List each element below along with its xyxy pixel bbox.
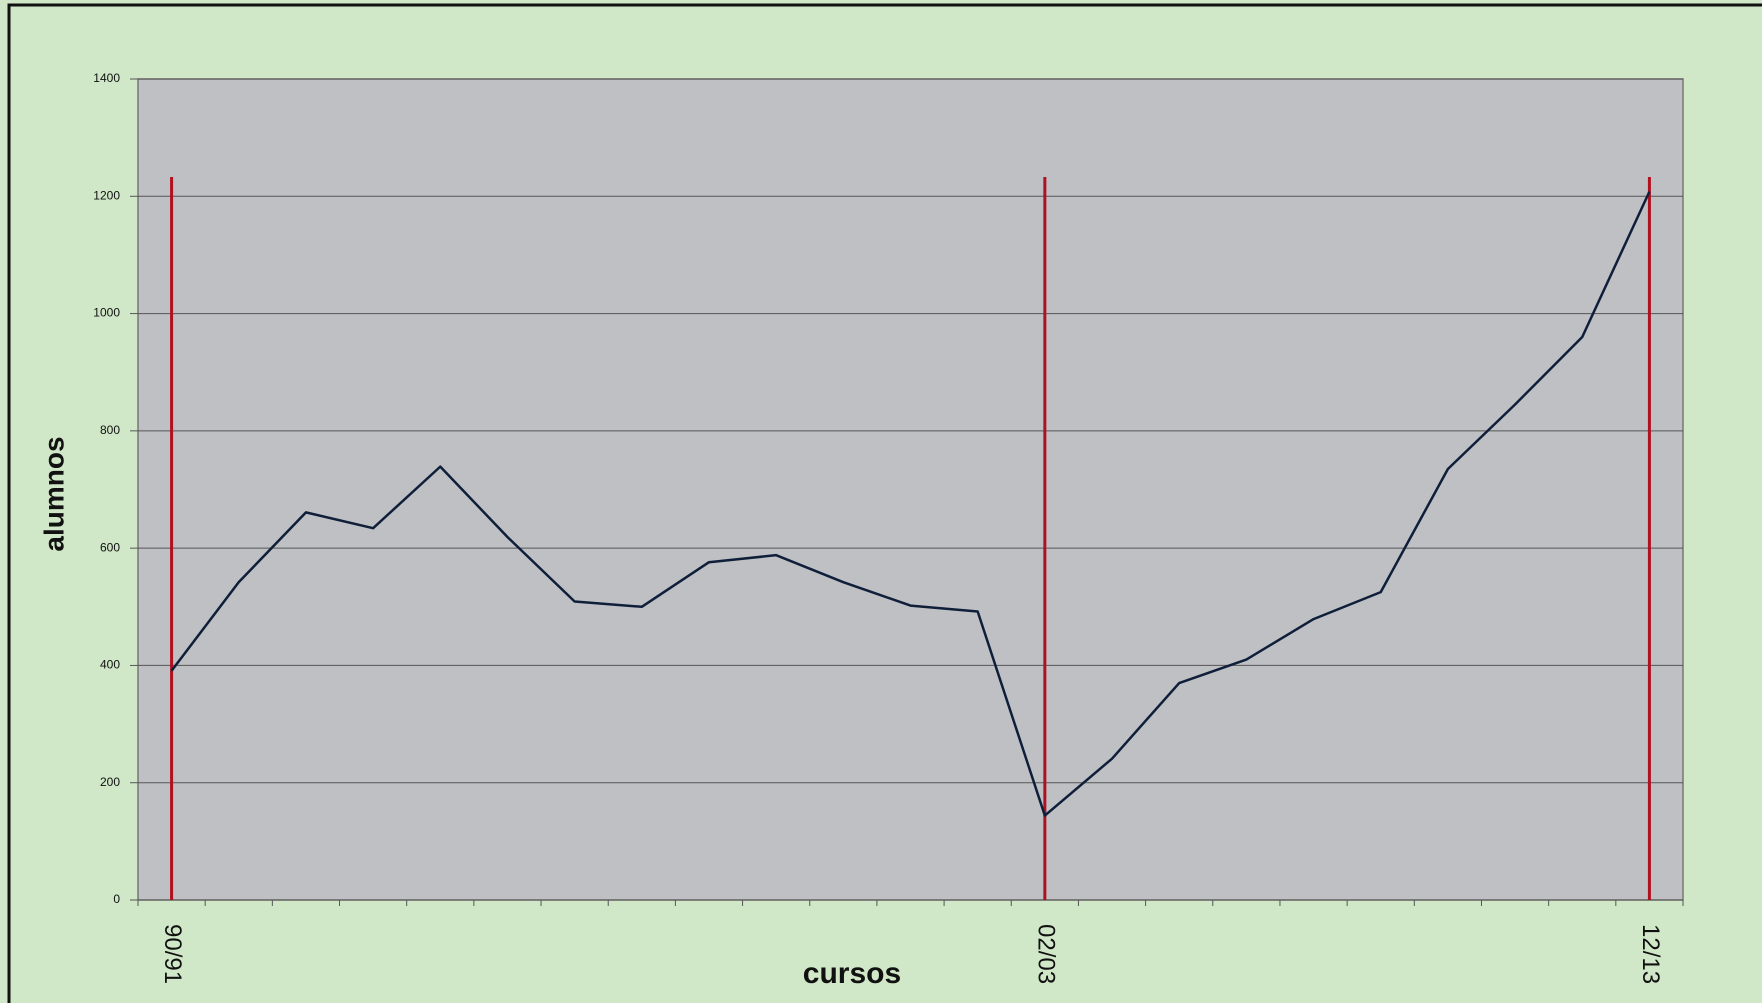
y-tick-label: 400: [100, 658, 120, 672]
y-tick-label: 200: [100, 775, 120, 789]
x-axis-label: cursos: [803, 957, 901, 990]
y-tick-label: 600: [100, 540, 120, 554]
y-tick-label: 1000: [93, 306, 120, 320]
series-line: [170, 191, 1651, 817]
y-tick-label: 1200: [93, 188, 120, 202]
y-axis-label: alumnos: [38, 436, 69, 551]
plot-area: [137, 78, 1684, 901]
y-tick-label: 1400: [93, 71, 120, 85]
x-tick-label: 90/91: [159, 924, 186, 984]
y-tick-label: 0: [113, 892, 120, 906]
x-tick-label: 02/03: [1033, 924, 1060, 984]
x-tick-label: 12/13: [1637, 924, 1664, 984]
y-tick-label: 800: [100, 423, 120, 437]
